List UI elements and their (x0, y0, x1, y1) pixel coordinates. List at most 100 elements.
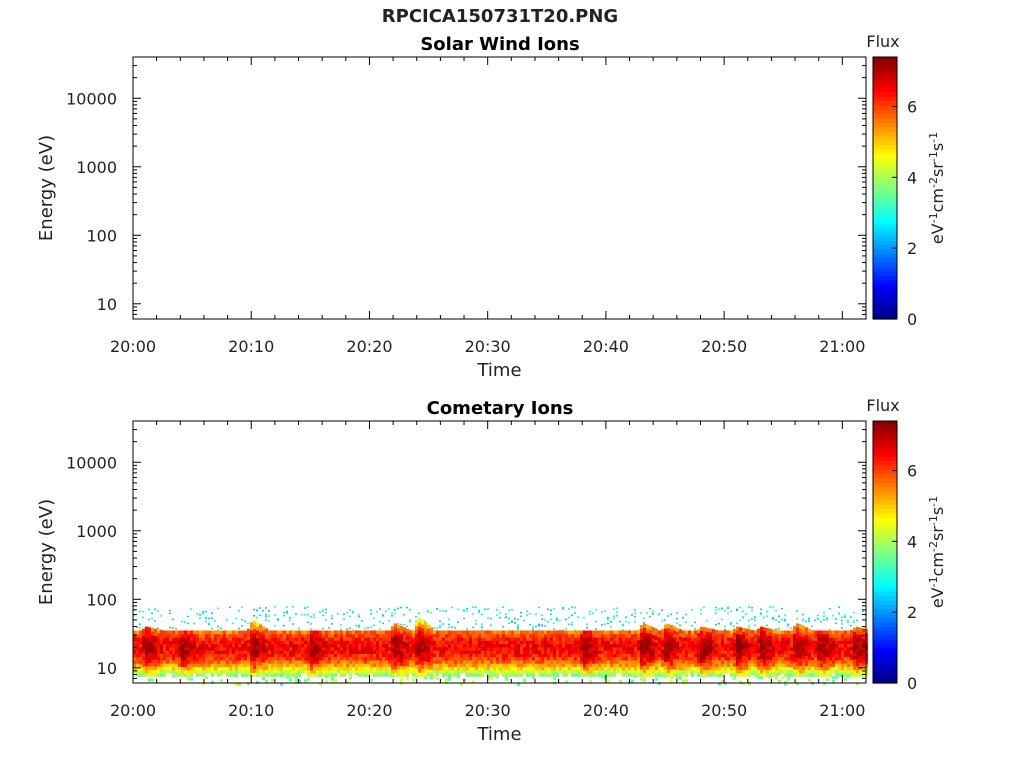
spectrogram-cell (733, 659, 736, 664)
spectrogram-cell (721, 673, 724, 677)
spectrogram-cell (736, 633, 739, 638)
spectrogram-cell (610, 656, 613, 661)
spectrogram-cell (304, 663, 307, 668)
spectrogram-cell (592, 673, 595, 677)
spectrogram-cell (649, 662, 652, 667)
spectrogram-cell (811, 659, 814, 664)
spectrogram-cell (592, 633, 595, 638)
spectrogram-cell (436, 656, 439, 661)
spectrogram-cell (295, 650, 298, 654)
spectrogram-cell (277, 669, 280, 674)
spectrogram-cell (295, 633, 298, 638)
colorbar-segment (873, 297, 897, 303)
spectrogram-cell (178, 630, 181, 635)
spectrogram-cell (748, 639, 751, 644)
spectrogram-cell (724, 650, 727, 654)
spectrogram-cell (463, 650, 466, 654)
colorbar-segment (873, 447, 897, 453)
spectrogram-cell (394, 657, 397, 662)
spectrogram-cell (685, 633, 688, 638)
spectrogram-cell (709, 638, 712, 643)
x-tick-label: 20:40 (583, 337, 629, 356)
spectrogram-cell (292, 673, 295, 677)
spectrogram-cell (421, 632, 424, 637)
spectrogram-cell (511, 656, 514, 661)
spectrogram-cell (742, 638, 745, 643)
spectrogram-cell (472, 653, 475, 658)
spectrogram-cell (472, 626, 474, 629)
spectrogram-cell (382, 637, 385, 641)
spectrogram-cell (862, 655, 865, 660)
spectrogram-cell (751, 656, 754, 661)
spectrogram-cell (190, 608, 192, 611)
spectrogram-cell (598, 673, 601, 677)
spectrogram-cell (253, 668, 256, 673)
spectrogram-cell (412, 640, 415, 645)
spectrogram-cell (454, 627, 456, 629)
spectrogram-cell (178, 653, 181, 658)
spectrogram-cell (787, 666, 790, 671)
spectrogram-cell (769, 645, 772, 650)
spectrogram-cell (268, 620, 270, 622)
spectrogram-cell (853, 641, 856, 646)
spectrogram-cell (436, 673, 439, 677)
spectrogram-cell (262, 647, 265, 652)
spectrogram-cell (532, 643, 535, 648)
spectrogram-cell (745, 635, 748, 640)
spectrogram-cell (367, 666, 370, 671)
spectrogram-cell (373, 640, 376, 645)
spectrogram-cell (391, 640, 394, 645)
spectrogram-cell (292, 623, 294, 625)
spectrogram-cell (463, 633, 466, 638)
spectrogram-cell (526, 669, 529, 674)
spectrogram-cell (796, 665, 799, 670)
spectrogram-cell (649, 644, 652, 649)
colorbar-segment (873, 236, 897, 241)
spectrogram-cell (643, 631, 646, 636)
spectrogram-cell (292, 630, 295, 635)
spectrogram-cell (595, 673, 598, 677)
spectrogram-cell (814, 646, 817, 651)
spectrogram-cell (658, 643, 661, 648)
spectrogram-cell (319, 643, 322, 648)
colorbar-segment (873, 525, 897, 531)
colorbar-segment (873, 262, 897, 268)
spectrogram-cell (541, 618, 543, 620)
spectrogram-cell (424, 637, 427, 643)
spectrogram-cell (193, 633, 196, 638)
spectrogram-cell (586, 623, 588, 625)
spectrogram-cell (409, 640, 412, 644)
spectrogram-cell (307, 621, 309, 623)
spectrogram-cell (532, 633, 535, 638)
spectrogram-cell (262, 665, 265, 670)
spectrogram-cell (853, 627, 856, 632)
spectrogram-cell (544, 656, 547, 661)
spectrogram-cell (328, 627, 330, 629)
spectrogram-cell (604, 650, 607, 654)
spectrogram-cell (625, 666, 628, 671)
spectrogram-cell (409, 609, 411, 611)
spectrogram-cell (463, 669, 466, 674)
spectrogram-cell (334, 679, 337, 683)
spectrogram-cell (556, 653, 559, 658)
spectrogram-cell (472, 640, 475, 645)
spectrogram-cell (265, 666, 268, 671)
spectrogram-cell (691, 640, 694, 645)
spectrogram-cell (754, 616, 756, 618)
spectrogram-cell (214, 643, 217, 648)
spectrogram-cell (637, 643, 640, 647)
spectrogram-cell (586, 659, 589, 664)
spectrogram-cell (583, 653, 586, 658)
spectrogram-cell (832, 666, 835, 671)
spectrogram-cell (565, 680, 568, 684)
spectrogram-cell (406, 632, 409, 637)
spectrogram-cell (466, 640, 469, 645)
spectrogram-cell (577, 643, 580, 648)
spectrogram-cell (727, 646, 730, 651)
spectrogram-cell (679, 666, 682, 671)
colorbar-segment (873, 547, 897, 553)
spectrogram-cell (745, 662, 748, 667)
spectrogram-cell (667, 646, 670, 651)
spectrogram-cell (661, 672, 664, 677)
spectrogram-cell (217, 607, 219, 610)
